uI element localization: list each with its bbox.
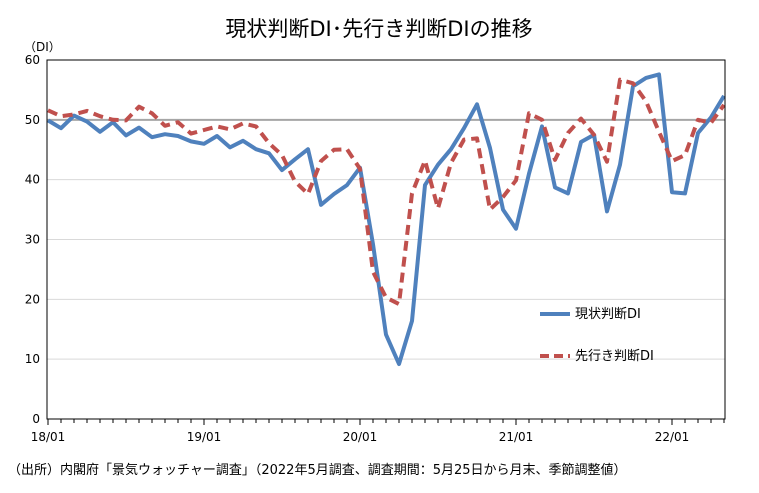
y-tick-label-20: 20 xyxy=(25,292,40,306)
source-note: （出所）内閣府「景気ウォッチャー調査」（2022年5月調査、調査期間：5月25日… xyxy=(8,462,627,478)
y-axis-ticks: 0 10 20 30 40 50 60 xyxy=(25,53,40,426)
y-tick-label-60: 60 xyxy=(25,53,40,67)
plot-area-border xyxy=(46,59,726,420)
x-axis-ticks: 18/01 19/01 20/01 21/01 22/01 xyxy=(31,419,725,444)
chart-title: 現状判断DI･先行き判断DIの推移 xyxy=(225,17,532,41)
y-tick-label-50: 50 xyxy=(25,113,40,127)
series-line-outlook xyxy=(47,77,726,307)
y-tick-label-0: 0 xyxy=(32,412,40,426)
x-tick-label: 22/01 xyxy=(655,430,690,444)
legend: 現状判断DI 先行き判断DI xyxy=(540,307,654,364)
x-tick-label: 20/01 xyxy=(343,430,378,444)
y-tick-label-30: 30 xyxy=(25,233,40,247)
legend-label-outlook: 先行き判断DI xyxy=(575,349,654,364)
series-lines xyxy=(46,72,726,366)
y-tick-label-10: 10 xyxy=(25,352,40,366)
x-tick-label: 18/01 xyxy=(31,430,66,444)
series-line-current xyxy=(46,72,726,366)
legend-label-current: 現状判断DI xyxy=(575,307,641,322)
y-axis-unit: （DI） xyxy=(24,40,61,54)
y-tick-label-40: 40 xyxy=(25,173,40,187)
x-tick-label: 19/01 xyxy=(187,430,222,444)
x-tick-label: 21/01 xyxy=(499,430,534,444)
